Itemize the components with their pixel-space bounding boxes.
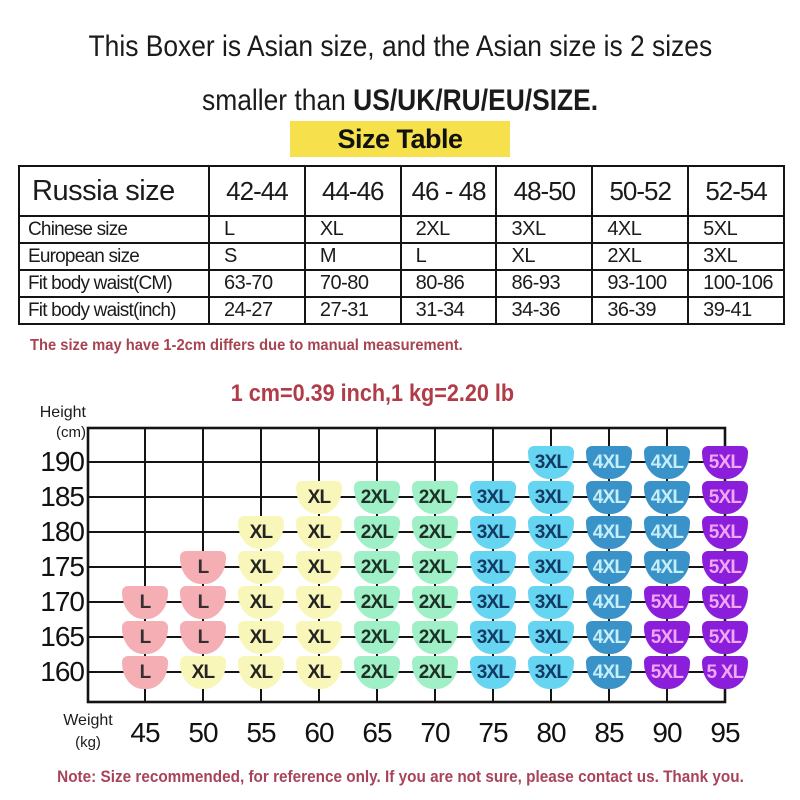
table-cell: 100-106 xyxy=(687,269,785,298)
table-header-cell: 44-46 xyxy=(303,165,402,217)
size-badge: XL xyxy=(296,516,342,549)
weight-tick-label: 50 xyxy=(188,717,218,748)
conversion-note: 1 cm=0.39 inch,1 kg=2.20 lb xyxy=(230,380,514,407)
table-cell: Chinese size xyxy=(18,215,210,244)
table-cell: L xyxy=(399,242,498,271)
table-cell: 36-39 xyxy=(591,296,690,325)
table-cell: 2XL xyxy=(399,215,498,244)
y-axis-label: Height xyxy=(39,404,86,421)
table-cell: 3XL xyxy=(495,215,594,244)
footer-note: Note: Size recommended, for reference on… xyxy=(56,767,744,786)
table-row: Chinese size L XL 2XL 3XL 4XL 5XL xyxy=(18,215,785,244)
x-axis-unit: (kg) xyxy=(75,734,101,751)
table-cell: 86-93 xyxy=(495,269,594,298)
table-cell: 5XL xyxy=(687,215,785,244)
table-cell: 27-31 xyxy=(303,296,402,325)
table-cell: 63-70 xyxy=(208,269,306,298)
table-header-cell: 46 - 48 xyxy=(399,165,498,217)
table-cell: XL xyxy=(495,242,594,271)
table-cell: European size xyxy=(18,242,210,271)
size-badge: 4XL xyxy=(586,551,632,584)
weight-tick-label: 90 xyxy=(652,717,682,748)
size-badge: 3XL xyxy=(470,551,516,584)
size-badge: 2XL xyxy=(354,621,400,654)
table-cell: 24-27 xyxy=(208,296,306,325)
height-tick-label: 175 xyxy=(40,551,85,582)
size-badge: 4XL xyxy=(586,516,632,549)
table-header-cell: 42-44 xyxy=(208,165,306,217)
table-cell: 93-100 xyxy=(591,269,690,298)
table-cell: 4XL xyxy=(591,215,690,244)
table-cell: 2XL xyxy=(591,242,690,271)
table-cell: 39-41 xyxy=(687,296,785,325)
size-badge: XL xyxy=(296,551,342,584)
weight-tick-label: 80 xyxy=(536,717,566,748)
weight-tick-label: 70 xyxy=(420,717,450,748)
height-tick-label: 170 xyxy=(40,586,85,617)
weight-tick-label: 95 xyxy=(710,717,740,748)
table-row: European size S M L XL 2XL 3XL xyxy=(18,242,785,271)
table-cell: 70-80 xyxy=(303,269,402,298)
page-title: This Boxer is Asian size, and the Asian … xyxy=(0,20,800,128)
size-badge: 2XL xyxy=(412,656,458,689)
size-table-title: Size Table xyxy=(290,121,510,157)
heading-line1: This Boxer is Asian size, and the Asian … xyxy=(88,30,712,63)
weight-tick-label: 75 xyxy=(478,717,508,748)
table-header-cell: 50-52 xyxy=(591,165,690,217)
height-tick-label: 185 xyxy=(40,481,85,512)
table-cell: 3XL xyxy=(687,242,785,271)
height-tick-label: 160 xyxy=(40,656,85,687)
height-tick-label: 190 xyxy=(40,446,85,477)
size-badge: 4XL xyxy=(586,481,632,514)
size-badge: XL xyxy=(296,621,342,654)
table-cell: 80-86 xyxy=(399,269,498,298)
table-header-cell: 52-54 xyxy=(687,165,785,217)
table-cell: S xyxy=(208,242,306,271)
weight-tick-label: 85 xyxy=(594,717,624,748)
table-header-cell: 48-50 xyxy=(495,165,594,217)
size-badge: 4XL xyxy=(586,586,632,619)
table-row: Fit body waist(CM) 63-70 70-80 80-86 86-93 93… xyxy=(18,269,785,298)
weight-tick-label: 55 xyxy=(246,717,276,748)
table-cell: Fit body waist(CM) xyxy=(18,269,210,298)
weight-tick-label: 60 xyxy=(304,717,334,748)
table-cell: 34-36 xyxy=(495,296,594,325)
size-badge: 3XL xyxy=(470,656,516,689)
x-axis-label: Weight xyxy=(63,712,113,729)
conversion-note-wrap: 1 cm=0.39 inch,1 kg=2.20 lb xyxy=(0,380,744,408)
table-header-row: Russia size 42-44 44-46 46 - 48 48-50 50-52 52… xyxy=(18,165,785,217)
weight-tick-label: 45 xyxy=(130,717,160,748)
table-cell: 31-34 xyxy=(399,296,498,325)
table-cell: XL xyxy=(303,215,402,244)
measurement-note: The size may have 1-2cm differs due to m… xyxy=(30,337,463,354)
weight-tick-label: 65 xyxy=(362,717,392,748)
height-tick-label: 180 xyxy=(40,516,85,547)
table-cell: Fit body waist(inch) xyxy=(18,296,210,325)
size-badge: XL xyxy=(296,481,342,514)
table-cell: L xyxy=(208,215,306,244)
table-header-cell: Russia size xyxy=(18,165,210,217)
size-badge: 5XL xyxy=(702,551,748,584)
heading-line2: smaller than US/UK/RU/EU/SIZE. xyxy=(201,84,599,117)
size-badge: 3XL xyxy=(470,481,516,514)
size-table: Russia size 42-44 44-46 46 - 48 48-50 50-52 52… xyxy=(18,165,785,325)
size-badge: XL xyxy=(238,586,284,619)
table-cell: M xyxy=(303,242,402,271)
size-badge: 4XL xyxy=(644,551,690,584)
size-badge: XL xyxy=(238,621,284,654)
y-axis-unit: (cm) xyxy=(56,424,86,441)
height-tick-label: 165 xyxy=(40,621,85,652)
table-row: Fit body waist(inch) 24-27 27-31 31-34 34-36… xyxy=(18,296,785,325)
